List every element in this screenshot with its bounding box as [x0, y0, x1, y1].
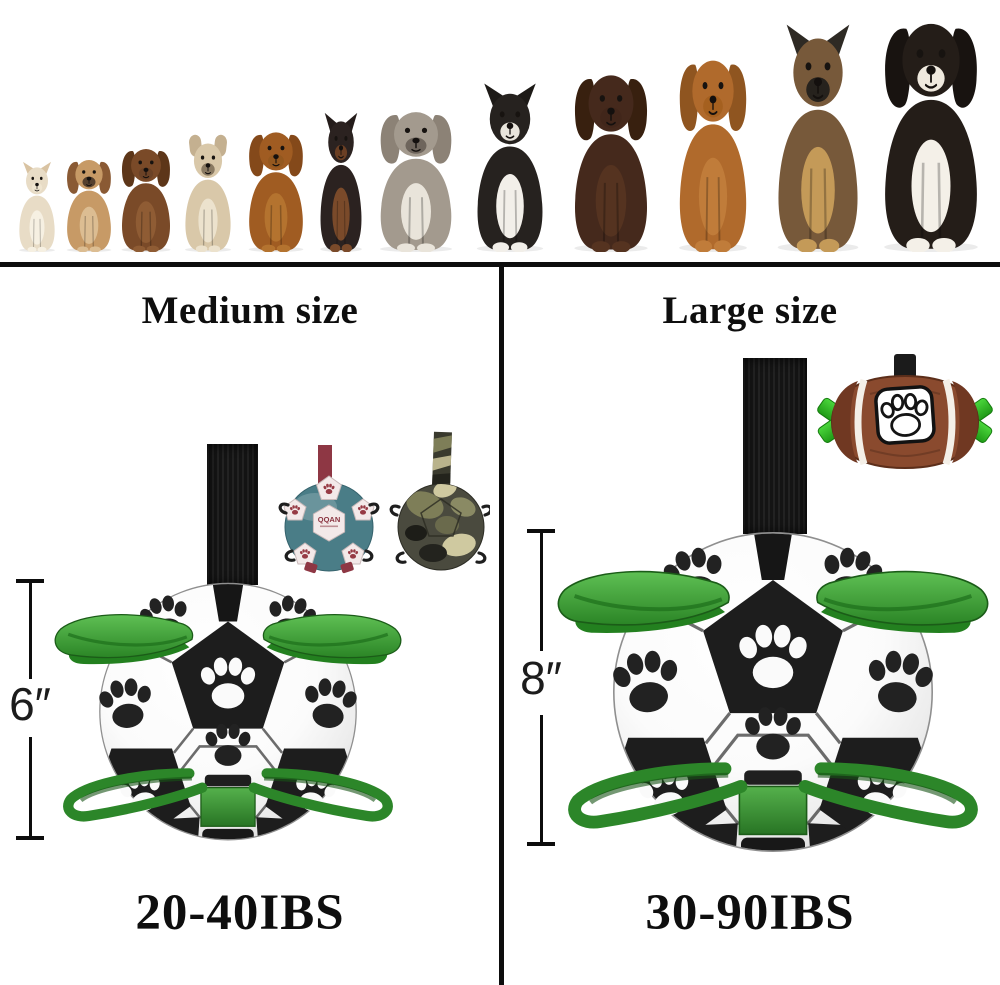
- inset-teal-ball: QQAN: [278, 445, 380, 574]
- paw-soccer-ball-medium: [9, 544, 447, 905]
- dog-miniature-pinscher: [312, 110, 370, 252]
- ball-hand-strap-medium: [207, 444, 258, 585]
- large-size-measurement: 8″: [518, 652, 564, 704]
- vertical-divider: [499, 262, 504, 985]
- paw-icon: [880, 392, 929, 437]
- dog-chihuahua: [12, 160, 62, 252]
- dog-border-collie: [464, 80, 556, 252]
- camo-ball-strap: [432, 431, 452, 488]
- dog-cavalier-spaniel: [238, 122, 314, 252]
- paw-soccer-ball-large: [501, 484, 1000, 932]
- height-dimension-large: 8″: [518, 529, 564, 846]
- inset-football-toy: [817, 354, 993, 470]
- medium-weight-range: 20-40IBS: [135, 885, 345, 941]
- dog-german-shepherd: [762, 20, 874, 252]
- dog-bulldog: [366, 100, 466, 252]
- dog-chocolate-labrador: [560, 60, 662, 252]
- large-weight-range: 30-90IBS: [645, 885, 855, 941]
- dog-puggle-puppy: [58, 152, 120, 252]
- dog-vizsla: [666, 44, 760, 252]
- teal-ball-brand-text: QQAN: [318, 515, 341, 524]
- football-paw-patch: [874, 385, 936, 445]
- large-panel-title: Large size: [662, 289, 838, 332]
- ball-hand-strap-large: [743, 358, 807, 534]
- camo-ball-hook-loops: [389, 504, 490, 564]
- dog-french-bulldog: [176, 134, 240, 252]
- inset-variant-balls: QQAN: [278, 431, 490, 574]
- teal-ball-hook-loops: [278, 502, 380, 562]
- dog-bernese-mountain-dog: [866, 4, 996, 252]
- dog-dachshund: [112, 140, 180, 252]
- height-dimension-medium: 6″: [7, 579, 53, 840]
- medium-panel-title: Medium size: [141, 289, 359, 332]
- inset-camo-ball: [389, 431, 490, 571]
- medium-size-measurement: 6″: [7, 678, 53, 730]
